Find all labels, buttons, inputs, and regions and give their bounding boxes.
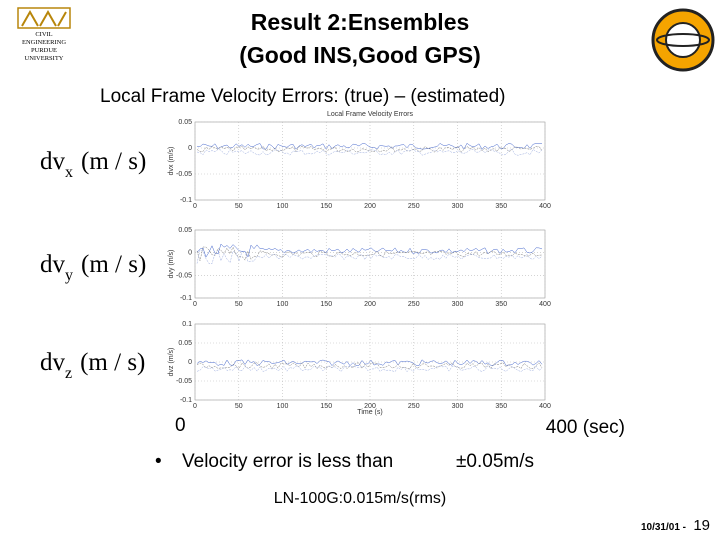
logo-text: ENGINEERING <box>22 39 66 46</box>
x-tick-label: 150 <box>320 403 332 410</box>
x-tick-label: 150 <box>320 301 332 308</box>
x-tick-label: 300 <box>452 403 464 410</box>
logo-text: PURDUE <box>31 47 57 54</box>
x-tick-label: 200 <box>364 403 376 410</box>
x-tick-label: 200 <box>364 203 376 210</box>
plot-panel: 0.050-0.05-0.10 50 100 150 200 250 300 350 400dv… <box>168 119 551 210</box>
figure: Local Frame Velocity Errors 0.05 0 -0.05 -0.… <box>40 111 551 416</box>
trace <box>196 246 543 262</box>
side-label: dvz (m / s) <box>40 349 145 382</box>
figure-title: Local Frame Velocity Errors <box>327 111 413 118</box>
side-label-sub: z <box>65 365 72 382</box>
y-tick-label: -0.05 <box>176 378 192 385</box>
note: LN-100G:0.015m/s(rms) <box>274 490 447 507</box>
x-tick-label: 0 <box>193 203 197 210</box>
plot-panel: 0.10.050-0.05-0.10 50 100 150 200 250 300 350 40… <box>168 321 551 410</box>
trace <box>196 148 543 156</box>
trace <box>196 142 543 150</box>
logo-right <box>651 8 715 72</box>
side-label-unit: (m / s) <box>81 251 146 278</box>
side-label-base: dv <box>40 349 66 376</box>
side-label-unit: (m / s) <box>80 349 145 376</box>
side-label: dvx (m / s) <box>40 148 146 181</box>
logo-text: CIVIL <box>35 31 52 38</box>
footer-page: 19 <box>693 517 710 534</box>
side-label-sub: x <box>65 164 73 181</box>
x-tick-label: 400 <box>539 301 551 308</box>
x-tick-label: 350 <box>495 301 507 308</box>
y-axis-label: dvy (m/s) <box>168 250 175 279</box>
side-label-base: dv <box>40 148 66 175</box>
plot-panel: 0.050-0.05-0.10 50 100 150 200 250 300 350 400dv… <box>168 227 551 308</box>
y-tick-label: -0.1 <box>180 397 192 404</box>
x-tick-label: 300 <box>452 203 464 210</box>
x-tick-label: 250 <box>408 301 420 308</box>
y-tick-label: 0.1 <box>182 321 192 328</box>
x-tick-label: 50 <box>235 403 243 410</box>
y-tick-label: -0.1 <box>180 197 192 204</box>
x-tick-label: 250 <box>408 203 420 210</box>
logo-mark <box>21 9 67 27</box>
y-tick-label: 0.05 <box>178 340 192 347</box>
y-tick-label: -0.05 <box>176 272 192 279</box>
trace <box>196 243 543 258</box>
x-tick-label: 0 <box>193 301 197 308</box>
title: (Good INS,Good GPS) <box>239 42 480 68</box>
x-tick-label: 300 <box>452 301 464 308</box>
axis-end: 400 (sec) <box>546 417 625 438</box>
y-tick-label: 0.05 <box>178 119 192 126</box>
y-tick-label: 0 <box>188 250 192 257</box>
y-tick-label: 0.05 <box>178 227 192 234</box>
x-tick-label: 200 <box>364 301 376 308</box>
bullet-dot: • <box>155 451 162 472</box>
logo-text: UNIVERSITY <box>25 55 64 62</box>
x-tick-label: 0 <box>193 403 197 410</box>
axis-start: 0 <box>175 415 186 436</box>
x-tick-label: 400 <box>539 403 551 410</box>
x-axis-label: Time (s) <box>357 409 382 416</box>
x-tick-label: 400 <box>539 203 551 210</box>
logo-center <box>665 22 701 58</box>
side-label-base: dv <box>40 251 66 278</box>
side-label-unit: (m / s) <box>81 148 146 175</box>
x-tick-label: 150 <box>320 203 332 210</box>
x-tick-label: 100 <box>277 403 289 410</box>
bullet-text: Velocity error is less than <box>182 451 393 472</box>
logo-left: CIVIL ENGINEERING PURDUE UNIVERSITY <box>17 7 71 62</box>
logo-orbit <box>656 33 710 47</box>
trace <box>196 359 543 367</box>
trace <box>196 249 543 264</box>
y-axis-label: dvx (m/s) <box>168 147 175 176</box>
x-tick-label: 250 <box>408 403 420 410</box>
trace <box>196 362 543 370</box>
trace <box>196 365 543 373</box>
x-tick-label: 350 <box>495 403 507 410</box>
y-tick-label: -0.05 <box>176 171 192 178</box>
side-label: dvy (m / s) <box>40 251 146 284</box>
x-tick-label: 350 <box>495 203 507 210</box>
x-tick-label: 50 <box>235 203 243 210</box>
title: Result 2:Ensembles <box>251 9 470 35</box>
x-tick-label: 100 <box>277 301 289 308</box>
footer-date: 10/31/01 - <box>641 522 686 533</box>
y-tick-label: 0 <box>188 359 192 366</box>
y-tick-label: 0 <box>188 145 192 152</box>
y-tick-label: -0.1 <box>180 295 192 302</box>
bullet-value: ±0.05m/s <box>456 451 534 472</box>
subtitle: Local Frame Velocity Errors: (true) – (e… <box>100 86 505 107</box>
side-label-sub: y <box>65 267 73 284</box>
trace <box>196 146 543 153</box>
x-tick-label: 100 <box>277 203 289 210</box>
y-axis-label: dvz (m/s) <box>168 348 175 377</box>
x-tick-label: 50 <box>235 301 243 308</box>
